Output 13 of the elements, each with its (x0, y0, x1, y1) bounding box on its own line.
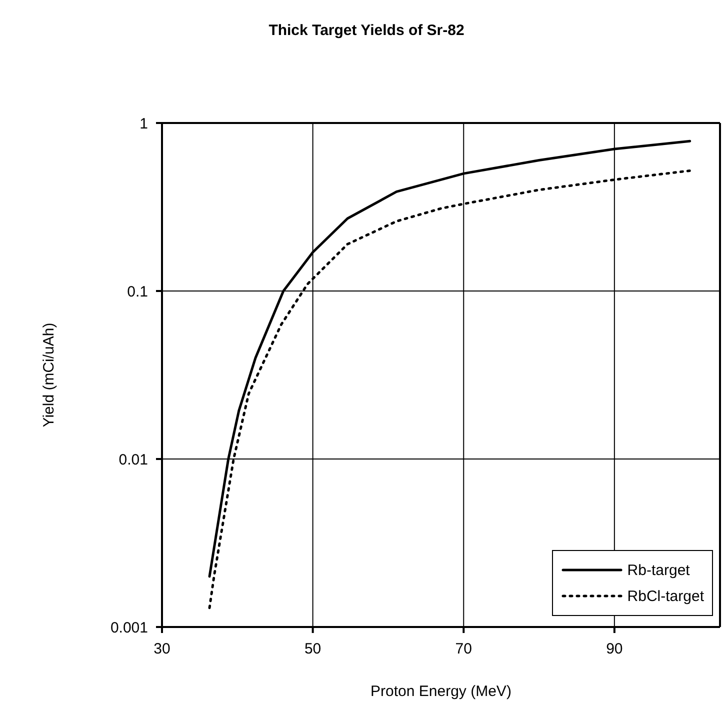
x-tick-label: 70 (455, 640, 472, 658)
legend-label: Rb-target (627, 562, 690, 578)
chart-title: Thick Target Yields of Sr-82 (268, 22, 466, 39)
x-tick-label: 30 (154, 640, 170, 658)
legend-label: RbCl-target (627, 588, 704, 604)
y-axis-title: Yield (mCi/uAh) (40, 322, 58, 428)
x-tick-label: 90 (606, 640, 623, 658)
y-tick-label: 0.01 (118, 451, 148, 468)
x-tick-label: 50 (304, 640, 322, 658)
y-tick-label: 0.001 (110, 619, 148, 636)
x-axis-title: Proton Energy (MeV) (370, 683, 512, 700)
y-tick-label: 1 (140, 115, 148, 132)
y-tick-label: 0.1 (127, 283, 148, 300)
